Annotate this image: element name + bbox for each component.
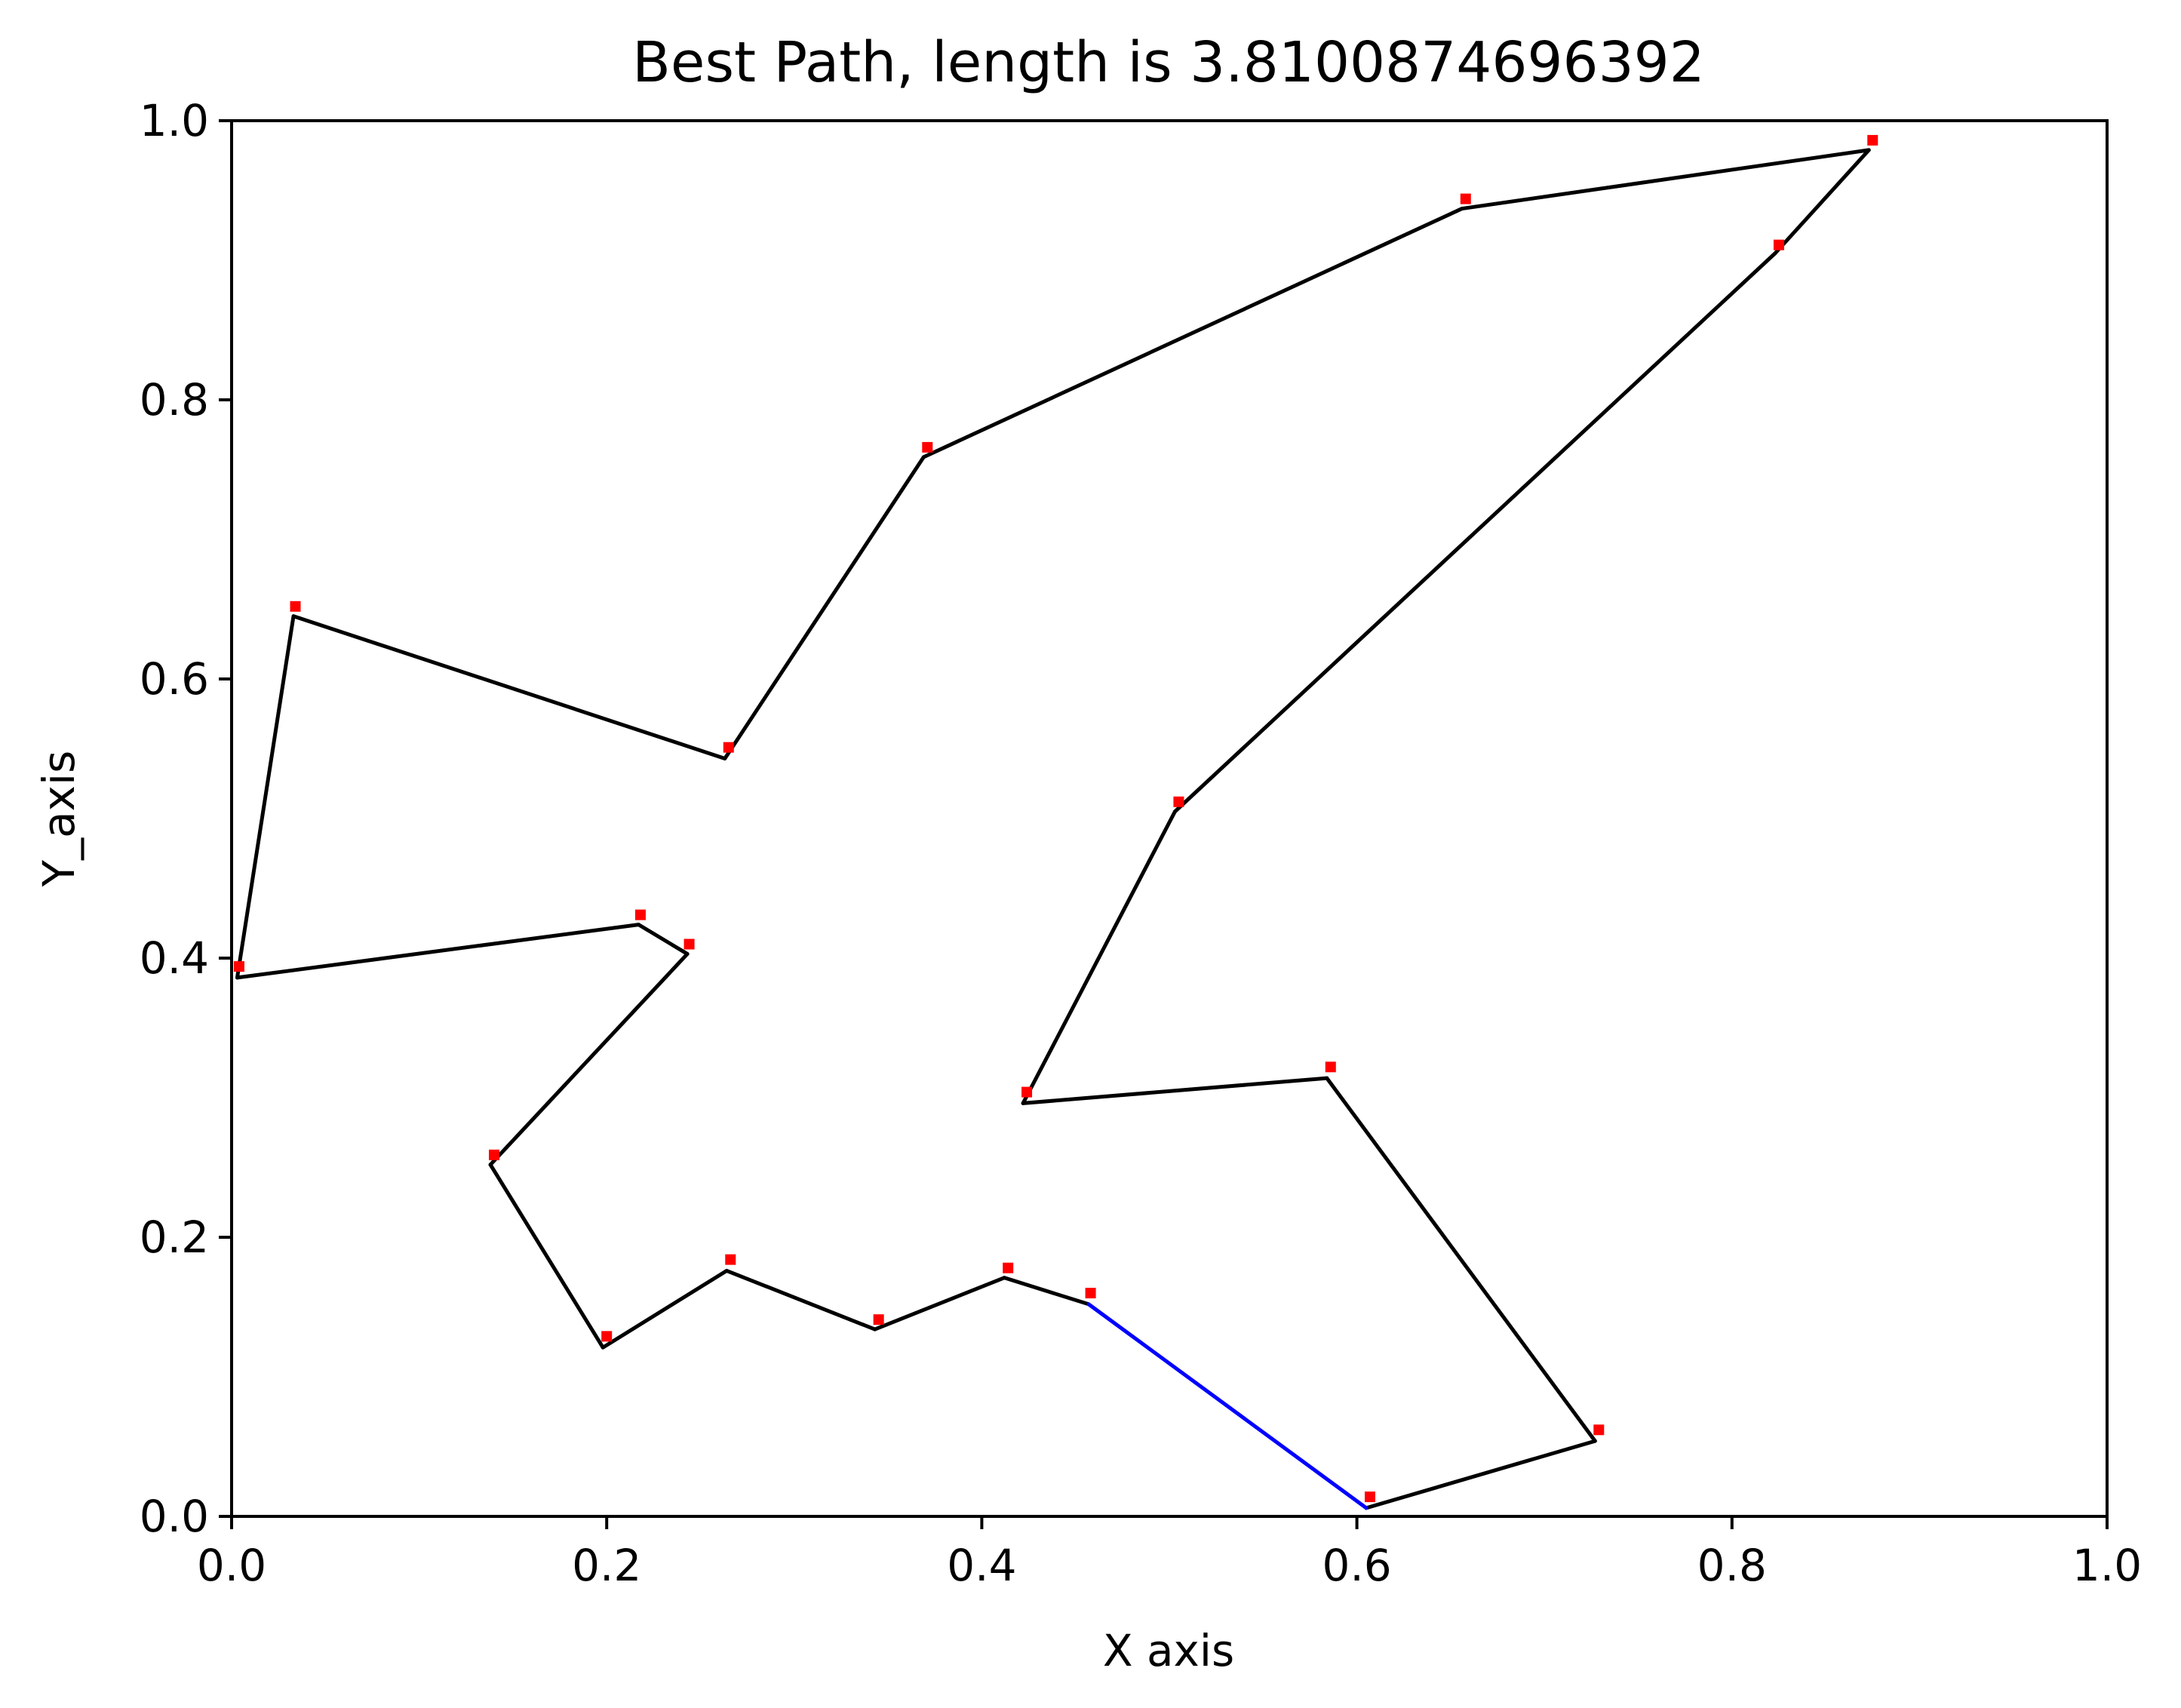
city-point-5	[601, 1331, 613, 1342]
path-segment-15	[1172, 251, 1777, 814]
y-tick-label: 0.2	[140, 1212, 209, 1263]
x-axis: 0.0 0.2 0.4 0.6 0.8 1.0	[197, 1516, 2142, 1591]
x-tick-label: 0.0	[197, 1540, 266, 1591]
city-point-3	[873, 1314, 884, 1326]
plot-area	[233, 134, 1878, 1510]
path-segment-8	[235, 923, 640, 980]
city-point-12	[922, 441, 933, 453]
path-segment-16	[1021, 809, 1177, 1105]
path-segment-6	[488, 951, 690, 1167]
x-axis-label: X axis	[1103, 1625, 1234, 1676]
x-tick-label: 0.6	[1322, 1540, 1391, 1591]
city-point-16	[1173, 796, 1184, 807]
city-point-19	[1593, 1424, 1605, 1436]
path-segment-5	[488, 1163, 605, 1350]
city-point-1	[1085, 1288, 1096, 1298]
city-point-8	[634, 909, 646, 920]
x-tick-label: 0.8	[1697, 1540, 1767, 1591]
city-point-18	[1325, 1061, 1336, 1073]
path-segment-13	[1460, 148, 1871, 211]
x-tick-label: 0.2	[572, 1540, 641, 1591]
y-axis: 0.0 0.2 0.4 0.6 0.8 1.0	[140, 95, 232, 1542]
path-segment-3	[724, 1268, 877, 1332]
y-tick-label: 0.4	[140, 932, 209, 984]
city-point-9	[233, 961, 244, 972]
x-tick-label: 1.0	[2072, 1540, 2142, 1591]
city-point-13	[1460, 193, 1471, 204]
y-tick-label: 1.0	[140, 95, 209, 146]
path-segment-11	[723, 455, 926, 760]
path-segment-10	[291, 614, 727, 760]
path-segment-1	[1002, 1276, 1091, 1307]
y-axis-label: Y_axis	[33, 751, 84, 888]
city-point-10	[290, 601, 301, 612]
path-segment-12	[921, 207, 1464, 459]
plot-frame	[230, 119, 2109, 1518]
city-point-17	[1021, 1086, 1033, 1098]
path-segment-7	[636, 923, 690, 956]
y-tick-label: 0.6	[140, 653, 209, 705]
chart-title: Best Path, length is 3.8100874696392	[632, 30, 1705, 95]
city-point-20	[1365, 1491, 1376, 1503]
path-segment-9	[235, 614, 296, 980]
city-point-7	[683, 938, 695, 950]
path-closing-segment	[1086, 1302, 1369, 1510]
x-tick-label: 0.4	[947, 1540, 1016, 1591]
path-segment-14	[1773, 148, 1871, 256]
city-point-15	[1773, 239, 1784, 250]
y-tick-label: 0.8	[140, 374, 209, 425]
city-point-6	[489, 1149, 500, 1160]
city-point-4	[725, 1254, 736, 1265]
path-segment-17	[1021, 1076, 1329, 1105]
path-segment-19	[1364, 1439, 1597, 1510]
city-point-11	[723, 742, 734, 753]
city-point-2	[1003, 1262, 1014, 1273]
path-segment-18	[1325, 1076, 1597, 1443]
city-point-14	[1867, 134, 1878, 146]
path-segment-2	[873, 1276, 1006, 1332]
y-tick-label: 0.0	[140, 1491, 209, 1542]
path-segment-4	[601, 1268, 729, 1350]
